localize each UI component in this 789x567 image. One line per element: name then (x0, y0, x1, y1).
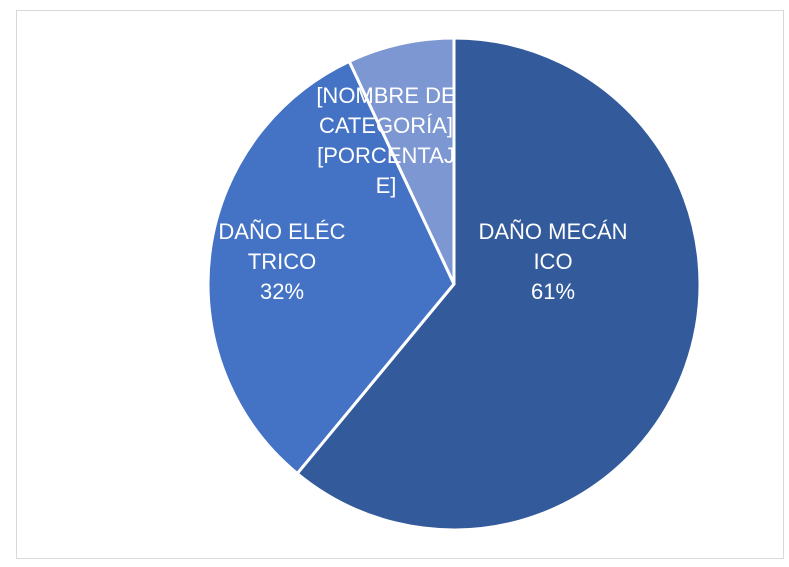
pie-slice-dano-electrico (206, 59, 456, 476)
pie-slice-nombre-de-categoria (347, 36, 456, 286)
slice-label-nombre-categoria: [NOMBRE DE CATEGORÍA] [PORCENTAJE] (316, 81, 456, 201)
slice-label-percent: [PORCENTAJE] (317, 143, 455, 198)
slice-label-name: DAÑO MECÁNICO (478, 219, 628, 274)
slice-label-dano-mecanico: DAÑO MECÁNICO 61% (478, 217, 628, 307)
slice-label-percent: 61% (530, 279, 576, 304)
slice-label-name: [NOMBRE DE CATEGORÍA] (316, 83, 456, 138)
slice-label-name: DAÑO ELÉCTRICO (218, 219, 346, 274)
pie-slice-dano-mecanico (295, 36, 702, 532)
slice-label-dano-electrico: DAÑO ELÉCTRICO 32% (213, 217, 351, 307)
slice-label-percent: 32% (259, 279, 305, 304)
